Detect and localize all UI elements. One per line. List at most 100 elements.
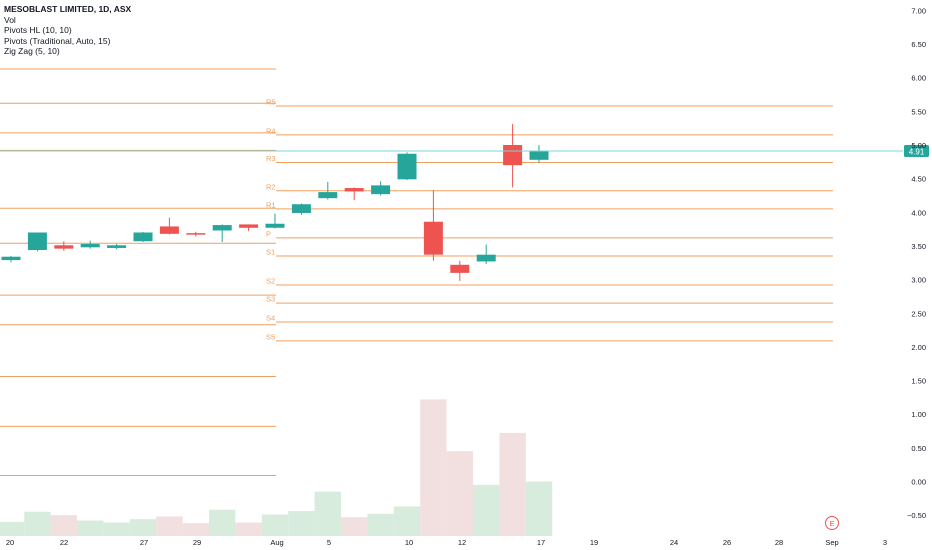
pivot-label-r5: R5 xyxy=(266,97,276,106)
y-tick-label: 5.50 xyxy=(911,107,926,116)
candle-body xyxy=(423,221,443,255)
pivot-label-s5: S5 xyxy=(266,332,275,341)
x-tick-label: 29 xyxy=(193,538,201,547)
candlestick-series xyxy=(1,124,549,281)
pivot-label-r2: R2 xyxy=(266,182,276,191)
x-tick-label: 5 xyxy=(327,538,331,547)
volume-bar xyxy=(367,513,394,536)
volume-bar xyxy=(156,516,183,536)
volume-bar xyxy=(0,521,25,536)
chart-legend: MESOBLAST LIMITED, 1D, ASX Vol Pivots HL… xyxy=(4,4,131,57)
volume-bar xyxy=(420,399,447,536)
candle-body xyxy=(239,224,259,228)
volume-bar xyxy=(393,506,421,536)
legend-zigzag[interactable]: Zig Zag (5, 10) xyxy=(4,46,60,56)
x-tick-label: Aug xyxy=(270,538,283,547)
y-tick-label: 4.50 xyxy=(911,175,926,184)
x-tick-label: 19 xyxy=(590,538,598,547)
x-tick-label: 28 xyxy=(775,538,783,547)
legend-pivots-hl[interactable]: Pivots HL (10, 10) xyxy=(4,25,72,35)
x-tick-label: 26 xyxy=(723,538,731,547)
candle-body xyxy=(159,226,179,234)
candle-body xyxy=(27,232,47,250)
volume-bar xyxy=(24,511,51,536)
volume-bar xyxy=(209,509,236,536)
pivot-label-s4: S4 xyxy=(266,313,275,322)
y-tick-label: 2.00 xyxy=(911,343,926,352)
volume-bar xyxy=(499,433,526,536)
volume-bar xyxy=(103,522,130,536)
y-tick-label: 3.00 xyxy=(911,276,926,285)
volume-bar xyxy=(182,523,209,536)
earnings-letter: E xyxy=(829,519,834,528)
candle-body xyxy=(371,185,391,195)
volume-bar xyxy=(50,515,77,536)
candle-body xyxy=(80,243,100,248)
pivot-label-r3: R3 xyxy=(266,154,276,163)
volume-bar xyxy=(77,520,104,536)
y-tick-label: 0.00 xyxy=(911,478,926,487)
volume-bar xyxy=(341,517,368,536)
candle-body xyxy=(318,192,338,199)
earnings-circle xyxy=(825,516,839,530)
y-tick-label: 0.50 xyxy=(911,444,926,453)
last-price-tag xyxy=(904,145,929,158)
legend-pivots-traditional[interactable]: Pivots (Traditional, Auto, 15) xyxy=(4,35,111,46)
candle-body xyxy=(450,264,470,273)
candle-body xyxy=(107,245,127,248)
candle-body xyxy=(54,245,74,249)
y-tick-label: 1.00 xyxy=(911,410,926,419)
y-tick-label: 2.50 xyxy=(911,309,926,318)
volume-bar xyxy=(235,522,262,536)
price-axis[interactable]: 7.00 6.50 6.00 5.50 5.00 4.50 4.00 3.50 3.00 2.50… xyxy=(907,6,926,520)
x-tick-label: 17 xyxy=(537,538,545,547)
y-tick-label: 7.00 xyxy=(911,6,926,15)
previous-pivot-levels xyxy=(0,68,276,476)
pivot-label-s1: S1 xyxy=(266,248,275,257)
symbol-title[interactable]: MESOBLAST LIMITED, 1D, ASX xyxy=(4,4,132,14)
y-tick-label: −0.50 xyxy=(907,511,926,520)
candle-body xyxy=(186,233,206,235)
last-price-line: 4.91 xyxy=(0,145,929,158)
volume-bar xyxy=(525,481,553,536)
volume-bar xyxy=(314,491,341,536)
x-tick-label: 27 xyxy=(140,538,148,547)
candle-body xyxy=(503,145,523,166)
x-tick-label: Sep xyxy=(825,538,838,547)
x-tick-label: 3 xyxy=(883,538,887,547)
y-tick-label: 5.00 xyxy=(911,141,926,150)
volume-bar xyxy=(129,519,157,536)
y-tick-label: 6.50 xyxy=(911,40,926,49)
volume-bar xyxy=(473,484,500,536)
candle-body xyxy=(265,223,285,228)
candle-body xyxy=(344,188,364,192)
candle-body xyxy=(397,153,417,180)
candle-body xyxy=(476,254,496,262)
volume-bar xyxy=(288,511,315,536)
x-tick-label: 20 xyxy=(6,538,14,547)
legend-vol[interactable]: Vol xyxy=(4,14,16,25)
candle-body xyxy=(1,256,21,261)
y-tick-label: 4.00 xyxy=(911,208,926,217)
candle-body xyxy=(212,225,232,231)
pivot-label-s2: S2 xyxy=(266,276,275,285)
earnings-marker[interactable]: E xyxy=(825,516,839,530)
pivot-label-r4: R4 xyxy=(266,126,276,135)
volume-bar xyxy=(446,451,473,536)
candle-body xyxy=(529,151,549,160)
y-tick-label: 6.00 xyxy=(911,74,926,83)
x-tick-label: 22 xyxy=(60,538,68,547)
volume-bars xyxy=(0,399,553,536)
last-price-value: 4.91 xyxy=(909,147,925,156)
pivot-label-s3: S3 xyxy=(266,295,275,304)
candle-body xyxy=(291,204,311,213)
current-pivot-levels: R5 R4 R3 R2 R1 P S1 S2 S3 S4 S5 xyxy=(266,97,833,342)
pivot-label-p: P xyxy=(266,229,271,238)
y-tick-label: 3.50 xyxy=(911,242,926,251)
volume-bar xyxy=(261,514,289,536)
y-tick-label: 1.50 xyxy=(911,377,926,386)
pivot-label-r1: R1 xyxy=(266,200,276,209)
time-axis[interactable]: 20 22 27 29 Aug 5 10 12 17 19 24 26 28 Sep 3 xyxy=(6,538,887,547)
x-tick-label: 24 xyxy=(670,538,678,547)
